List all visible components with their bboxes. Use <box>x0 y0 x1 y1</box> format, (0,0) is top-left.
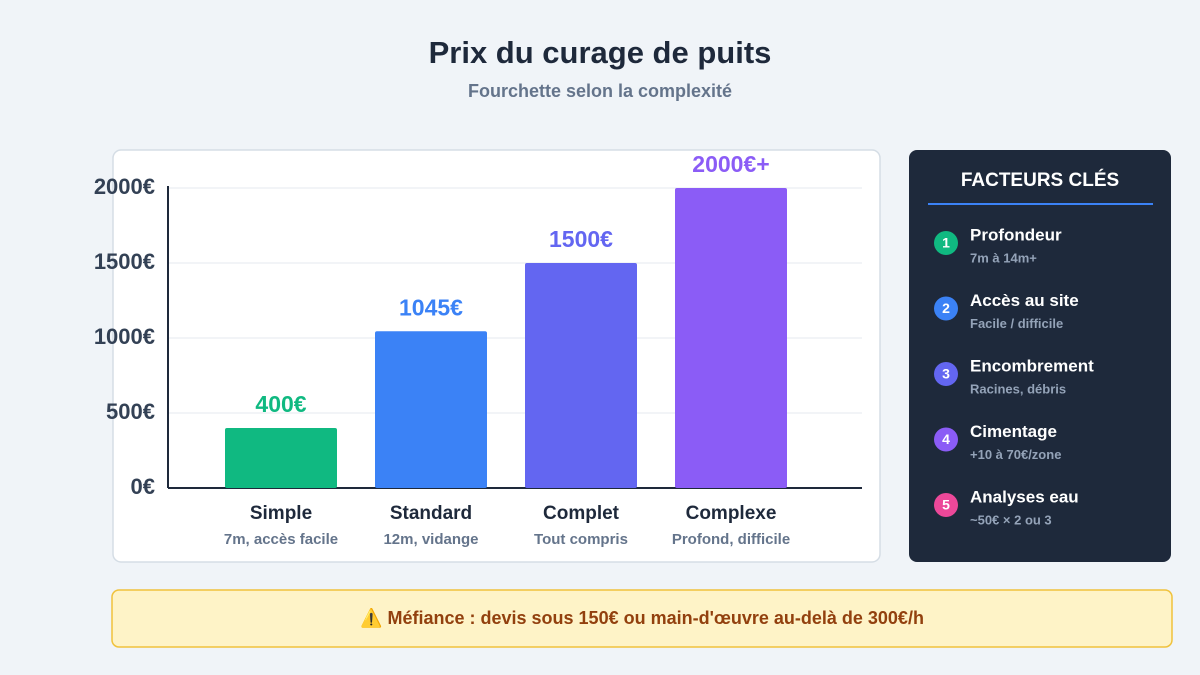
y-tick-label: 1500€ <box>94 249 155 274</box>
factor-label: Encombrement <box>970 356 1094 375</box>
x-tick-label: Complexe <box>686 503 777 524</box>
x-tick-label: Standard <box>390 503 472 524</box>
factor-number: 3 <box>942 366 950 382</box>
y-tick-label: 1000€ <box>94 324 155 349</box>
factor-number: 4 <box>942 431 950 447</box>
value-label: 1045€ <box>399 294 463 320</box>
y-tick-label: 0€ <box>131 474 155 499</box>
factor-detail: +10 à 70€/zone <box>970 447 1061 462</box>
factor-detail: Facile / difficile <box>970 316 1063 331</box>
warning-text: ⚠️ Méfiance : devis sous 150€ ou main-d'… <box>360 607 924 628</box>
y-tick-label: 500€ <box>106 399 155 424</box>
x-tick-sublabel: Tout compris <box>534 531 628 548</box>
factor-badge <box>934 296 958 321</box>
factor-badge <box>934 362 958 386</box>
factor-detail: ~50€ × 2 ou 3 <box>970 512 1052 527</box>
x-tick-sublabel: 12m, vidange <box>383 531 478 548</box>
factor-label: Analyses eau <box>970 487 1079 506</box>
bar <box>525 263 637 488</box>
value-label: 2000€+ <box>692 151 769 177</box>
x-tick-sublabel: 7m, accès facile <box>224 531 338 548</box>
sidebar-panel <box>909 150 1171 562</box>
x-tick-label: Simple <box>250 503 312 524</box>
bar <box>675 188 787 488</box>
bar <box>225 428 337 488</box>
sidebar-title: FACTEURS CLÉS <box>961 169 1119 191</box>
x-tick-label: Complet <box>543 503 620 524</box>
factor-label: Profondeur <box>970 225 1062 244</box>
factor-badge <box>934 231 958 255</box>
factor-number: 5 <box>942 497 950 513</box>
y-tick-label: 2000€ <box>94 174 155 199</box>
warning-box <box>111 589 1173 648</box>
factor-number: 1 <box>942 235 950 251</box>
factor-badge <box>934 493 958 517</box>
factor-detail: Racines, débris <box>970 381 1066 396</box>
factor-label: Accès au site <box>970 291 1079 310</box>
factor-number: 2 <box>942 300 950 316</box>
chart-title: Prix du curage de puits <box>429 35 772 70</box>
factor-badge <box>934 427 958 452</box>
value-label: 1500€ <box>549 226 613 252</box>
bar <box>375 331 487 488</box>
chart-subtitle: Fourchette selon la complexité <box>468 81 732 101</box>
value-label: 400€ <box>255 391 306 417</box>
factor-detail: 7m à 14m+ <box>970 250 1037 265</box>
factor-label: Cimentage <box>970 422 1057 441</box>
x-tick-sublabel: Profond, difficile <box>672 531 790 548</box>
